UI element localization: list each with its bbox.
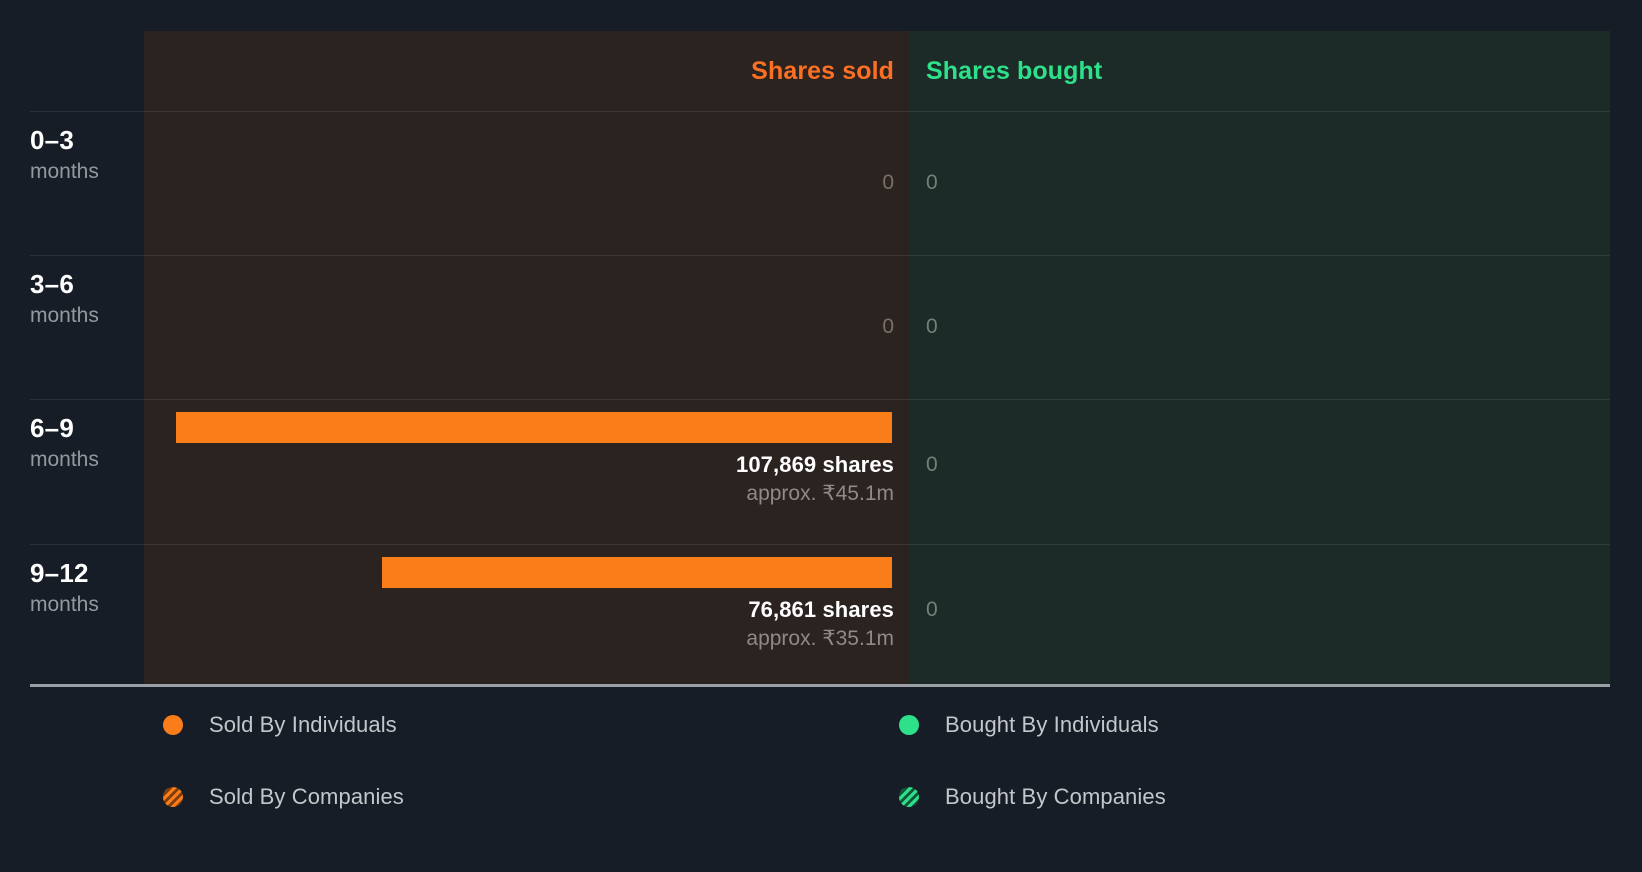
shares-bought-panel bbox=[909, 31, 1610, 685]
period-range: 0–3 bbox=[30, 125, 74, 155]
row-divider bbox=[30, 399, 1610, 400]
shares-bought-value: 0 bbox=[926, 453, 938, 476]
legend-item-bought-by-companies[interactable]: Bought By Companies bbox=[899, 784, 1166, 810]
legend-item-sold-by-individuals[interactable]: Sold By Individuals bbox=[163, 712, 397, 738]
legend-item-sold-by-companies[interactable]: Sold By Companies bbox=[163, 784, 404, 810]
legend-row-individuals: Sold By Individuals Bought By Individual… bbox=[0, 712, 1642, 784]
period-range: 9–12 bbox=[30, 558, 89, 588]
period-unit: months bbox=[30, 304, 99, 327]
circle-hatched-green-icon bbox=[899, 787, 919, 807]
row-period-label: 6–9 months bbox=[30, 413, 140, 474]
table-row: 0–3 months 0 0 bbox=[0, 111, 1610, 255]
shares-sold-values: 0 bbox=[144, 169, 909, 197]
bar-track bbox=[144, 412, 909, 443]
legend-label: Sold By Individuals bbox=[209, 712, 397, 737]
period-range: 3–6 bbox=[30, 269, 74, 299]
bar-track bbox=[144, 557, 909, 588]
row-period-label: 0–3 months bbox=[30, 125, 140, 186]
period-unit: months bbox=[30, 593, 99, 616]
row-period-label: 9–12 months bbox=[30, 558, 140, 619]
shares-sold-values: 76,861 shares approx. ₹35.1m bbox=[144, 596, 909, 653]
shares-bought-value: 0 bbox=[926, 315, 938, 338]
shares-sold-value: 107,869 shares bbox=[736, 452, 894, 477]
shares-bought-values: 0 bbox=[909, 596, 1610, 624]
table-row: 9–12 months 76,861 shares approx. ₹35.1m 0 bbox=[0, 544, 1610, 685]
shares-sold-approx: approx. ₹35.1m bbox=[746, 627, 894, 650]
row-divider bbox=[30, 255, 1610, 256]
shares-sold-value: 0 bbox=[882, 171, 894, 194]
shares-sold-values: 107,869 shares approx. ₹45.1m bbox=[144, 451, 909, 508]
shares-sold-value: 76,861 shares bbox=[748, 597, 894, 622]
period-unit: months bbox=[30, 160, 99, 183]
circle-hatched-orange-icon bbox=[163, 787, 183, 807]
shares-sold-bar[interactable] bbox=[381, 557, 892, 588]
table-row: 6–9 months 107,869 shares approx. ₹45.1m 0 bbox=[0, 399, 1610, 544]
circle-solid-green-icon bbox=[899, 715, 919, 735]
legend-label: Sold By Companies bbox=[209, 784, 404, 809]
shares-bought-value: 0 bbox=[926, 171, 938, 194]
legend-label: Bought By Individuals bbox=[945, 712, 1159, 737]
shares-sold-bar[interactable] bbox=[176, 412, 892, 443]
shares-sold-values: 0 bbox=[144, 313, 909, 341]
chart-legend: Sold By Individuals Bought By Individual… bbox=[0, 712, 1642, 856]
row-divider bbox=[30, 111, 1610, 112]
legend-row-companies: Sold By Companies Bought By Companies bbox=[0, 784, 1642, 856]
period-unit: months bbox=[30, 448, 99, 471]
row-period-label: 3–6 months bbox=[30, 269, 140, 330]
shares-sold-header: Shares sold bbox=[144, 31, 909, 111]
table-row: 3–6 months 0 0 bbox=[0, 255, 1610, 399]
period-range: 6–9 bbox=[30, 413, 74, 443]
shares-sold-value: 0 bbox=[882, 315, 894, 338]
legend-item-bought-by-individuals[interactable]: Bought By Individuals bbox=[899, 712, 1159, 738]
shares-sold-header-label: Shares sold bbox=[751, 56, 894, 85]
shares-bought-value: 0 bbox=[926, 598, 938, 621]
shares-sold-approx: approx. ₹45.1m bbox=[746, 482, 894, 505]
shares-bought-values: 0 bbox=[909, 169, 1610, 197]
shares-bought-values: 0 bbox=[909, 451, 1610, 479]
shares-bought-header-label: Shares bought bbox=[926, 56, 1103, 85]
legend-label: Bought By Companies bbox=[945, 784, 1166, 809]
circle-solid-orange-icon bbox=[163, 715, 183, 735]
axis-baseline bbox=[30, 684, 1610, 687]
shares-bought-values: 0 bbox=[909, 313, 1610, 341]
shares-bought-header: Shares bought bbox=[909, 31, 1610, 111]
row-divider bbox=[30, 544, 1610, 545]
